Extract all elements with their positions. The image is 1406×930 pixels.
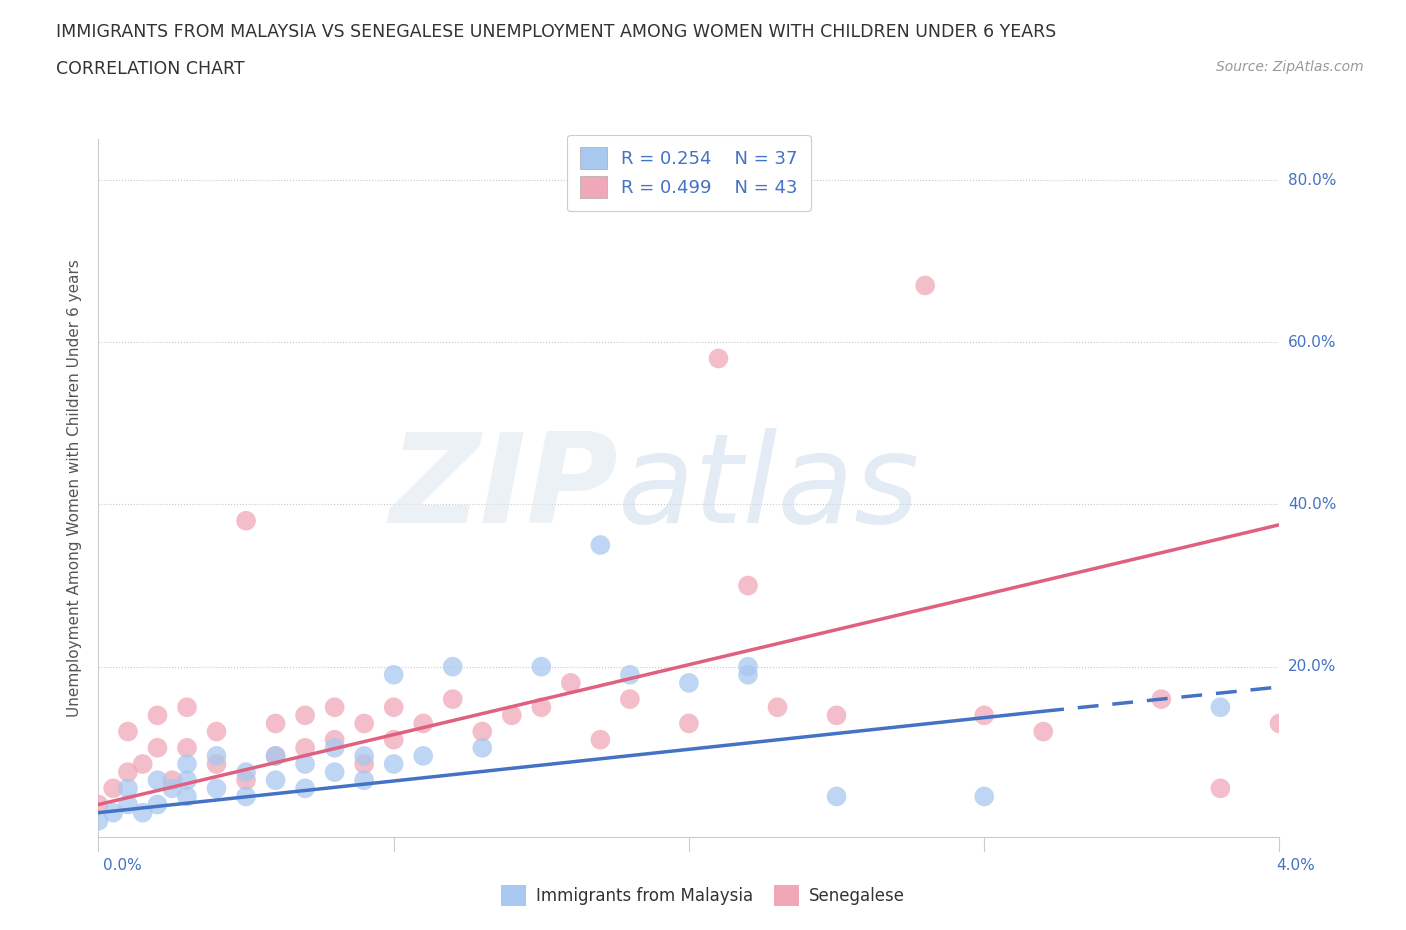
Point xyxy=(412,749,434,764)
Point xyxy=(382,757,405,772)
Point xyxy=(323,699,346,714)
Text: 40.0%: 40.0% xyxy=(1288,497,1336,512)
Point xyxy=(589,732,612,747)
Point xyxy=(294,740,316,755)
Text: 20.0%: 20.0% xyxy=(1288,659,1336,674)
Point xyxy=(1150,692,1173,707)
Point xyxy=(235,764,257,779)
Point xyxy=(264,773,287,788)
Point xyxy=(205,781,228,796)
Point xyxy=(235,773,257,788)
Point xyxy=(117,724,139,739)
Point xyxy=(87,797,110,812)
Point xyxy=(117,764,139,779)
Text: CORRELATION CHART: CORRELATION CHART xyxy=(56,60,245,78)
Point xyxy=(264,749,287,764)
Point xyxy=(176,789,198,804)
Point xyxy=(382,668,405,683)
Point xyxy=(235,513,257,528)
Point xyxy=(382,699,405,714)
Point xyxy=(205,757,228,772)
Point xyxy=(294,781,316,796)
Point xyxy=(471,740,494,755)
Point xyxy=(707,351,730,365)
Point xyxy=(619,668,641,683)
Point xyxy=(825,708,848,723)
Text: 80.0%: 80.0% xyxy=(1288,173,1336,188)
Point xyxy=(914,278,936,293)
Text: 0.0%: 0.0% xyxy=(103,857,142,872)
Point xyxy=(176,699,198,714)
Point xyxy=(825,789,848,804)
Point xyxy=(353,716,375,731)
Point xyxy=(353,773,375,788)
Point xyxy=(412,716,434,731)
Point xyxy=(323,740,346,755)
Point xyxy=(323,764,346,779)
Point xyxy=(973,708,995,723)
Point xyxy=(353,749,375,764)
Point xyxy=(678,675,700,690)
Point xyxy=(294,757,316,772)
Text: 60.0%: 60.0% xyxy=(1288,335,1336,350)
Point xyxy=(323,732,346,747)
Point xyxy=(176,773,198,788)
Point xyxy=(353,757,375,772)
Point xyxy=(1209,781,1232,796)
Point xyxy=(146,797,169,812)
Point xyxy=(117,781,139,796)
Point xyxy=(530,699,553,714)
Point xyxy=(162,781,183,796)
Point xyxy=(264,716,287,731)
Point xyxy=(973,789,995,804)
Point xyxy=(560,675,582,690)
Point xyxy=(678,716,700,731)
Point xyxy=(1268,716,1291,731)
Y-axis label: Unemployment Among Women with Children Under 6 years: Unemployment Among Women with Children U… xyxy=(67,259,83,717)
Point xyxy=(132,757,155,772)
Point xyxy=(205,724,228,739)
Point xyxy=(146,740,169,755)
Text: IMMIGRANTS FROM MALAYSIA VS SENEGALESE UNEMPLOYMENT AMONG WOMEN WITH CHILDREN UN: IMMIGRANTS FROM MALAYSIA VS SENEGALESE U… xyxy=(56,23,1056,41)
Point xyxy=(530,659,553,674)
Point xyxy=(737,578,759,593)
Point xyxy=(146,708,169,723)
Point xyxy=(176,740,198,755)
Point xyxy=(87,814,110,829)
Point xyxy=(146,773,169,788)
Legend: Immigrants from Malaysia, Senegalese: Immigrants from Malaysia, Senegalese xyxy=(495,879,911,912)
Point xyxy=(205,749,228,764)
Text: 4.0%: 4.0% xyxy=(1277,857,1316,872)
Text: Source: ZipAtlas.com: Source: ZipAtlas.com xyxy=(1216,60,1364,74)
Point xyxy=(501,708,523,723)
Point xyxy=(766,699,789,714)
Point xyxy=(264,749,287,764)
Point xyxy=(441,659,464,674)
Point xyxy=(589,538,612,552)
Point xyxy=(117,797,139,812)
Point xyxy=(737,659,759,674)
Point xyxy=(294,708,316,723)
Point xyxy=(737,668,759,683)
Text: ZIP: ZIP xyxy=(389,428,619,549)
Legend: R = 0.254    N = 37, R = 0.499    N = 43: R = 0.254 N = 37, R = 0.499 N = 43 xyxy=(567,135,811,211)
Point xyxy=(382,732,405,747)
Text: atlas: atlas xyxy=(619,428,920,549)
Point xyxy=(471,724,494,739)
Point xyxy=(176,757,198,772)
Point xyxy=(441,692,464,707)
Point xyxy=(1209,699,1232,714)
Point xyxy=(619,692,641,707)
Point xyxy=(103,781,124,796)
Point xyxy=(132,805,155,820)
Point xyxy=(103,805,124,820)
Point xyxy=(235,789,257,804)
Point xyxy=(162,773,183,788)
Point xyxy=(1032,724,1054,739)
